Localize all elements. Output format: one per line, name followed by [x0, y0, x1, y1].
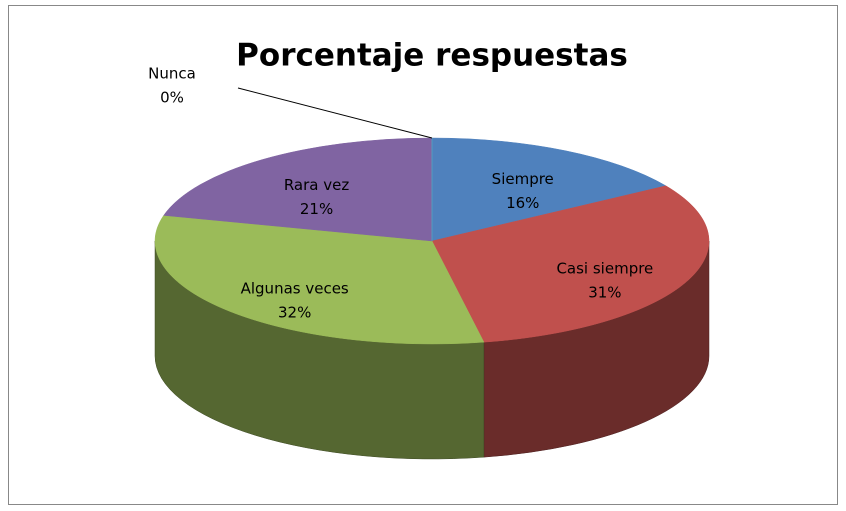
pie-slice — [431, 185, 710, 343]
slice-value: 16% — [506, 194, 539, 212]
chart-title: Porcentaje respuestas — [236, 38, 628, 74]
slice-value: 21% — [300, 200, 333, 218]
slice-label: Algunas veces — [241, 279, 349, 297]
slice-value: 0% — [160, 89, 184, 107]
pie-slice — [431, 137, 667, 242]
slice-value: 31% — [588, 283, 621, 301]
leader-line — [237, 87, 433, 139]
pie-slice — [154, 215, 485, 345]
slice-label: Casi siempre — [556, 259, 653, 277]
slice-label: Siempre — [492, 170, 554, 188]
pie-slice — [163, 137, 433, 242]
slice-label: Nunca — [148, 65, 196, 83]
slice-value: 32% — [278, 303, 311, 321]
slice-label: Rara vez — [284, 176, 350, 194]
